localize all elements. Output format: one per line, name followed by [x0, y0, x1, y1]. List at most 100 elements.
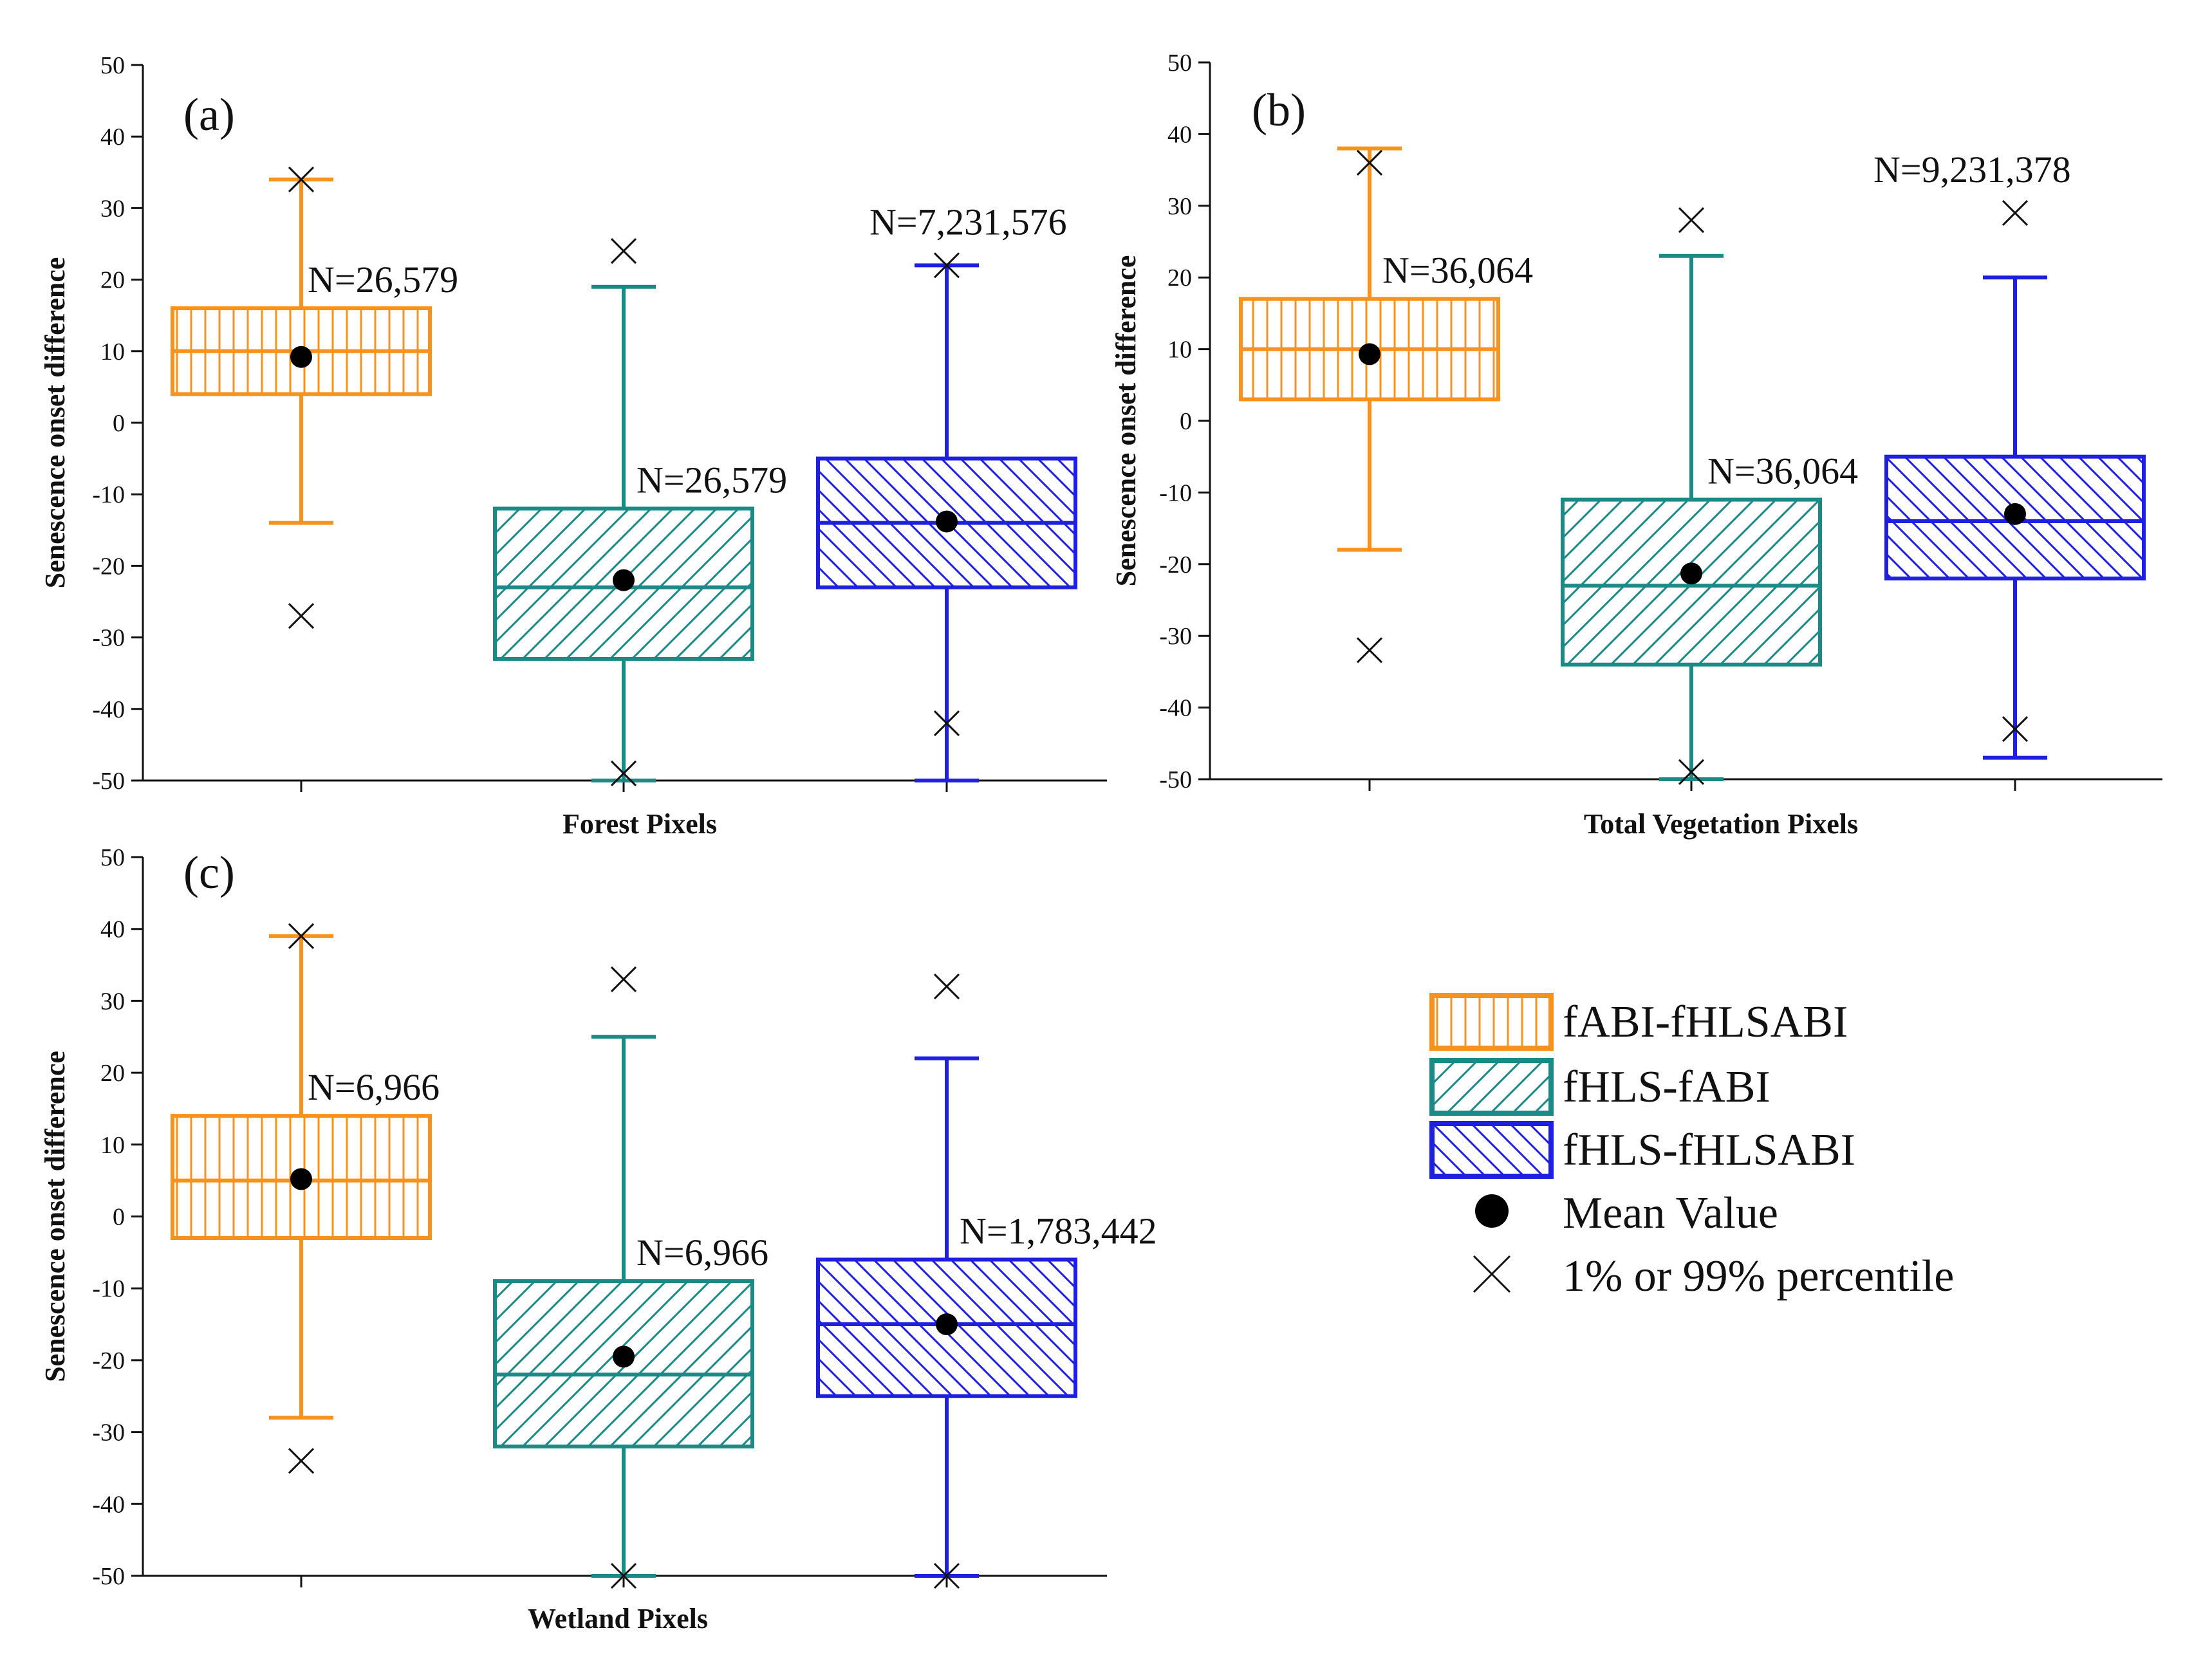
n-label: N=1,783,442 [960, 1210, 1157, 1252]
mean-marker [613, 569, 635, 591]
panel-a: 50 40 30 20 10 0 -10 -20 -30 -40 -50 (a) Forest Pixe… [39, 52, 1107, 840]
mean-marker [290, 1168, 312, 1190]
box-fHLS-fABI: N=26,579 [493, 238, 787, 786]
p1-marker [933, 710, 960, 737]
y-tick-label: -10 [1159, 479, 1192, 506]
panel-tag: (c) [183, 847, 235, 898]
box-fABI-fHLSABI: N=6,966 [171, 923, 440, 1474]
y-tick-label: -40 [92, 1491, 125, 1518]
mean-marker [936, 510, 958, 533]
p99-marker [2002, 199, 2029, 226]
y-tick-label: 30 [1167, 193, 1192, 220]
n-label: N=36,064 [1707, 450, 1858, 492]
mean-marker [290, 346, 312, 368]
y-tick-label: 40 [100, 916, 125, 943]
mean-marker [1359, 343, 1380, 365]
y-tick-label: 40 [1167, 121, 1192, 148]
x-axis-label: Forest Pixels [562, 808, 717, 840]
y-tick-label: -10 [92, 1275, 125, 1302]
box-fHLS-fHLSABI: N=1,783,442 [816, 973, 1157, 1589]
y-tick-label: 10 [1167, 337, 1192, 364]
legend-item: fHLS-fHLSABI [1429, 1121, 1855, 1179]
y-tick-label: 10 [100, 338, 125, 365]
legend-label: fHLS-fHLSABI [1563, 1125, 1855, 1175]
n-label: N=26,579 [308, 259, 458, 300]
y-tick-label: -30 [1159, 623, 1192, 650]
box-fHLS-fABI: N=36,064 [1561, 207, 1858, 785]
y-tick-label: -30 [92, 1419, 125, 1447]
y-tick-label: 30 [100, 195, 125, 222]
box-fHLS-fHLSABI: N=9,231,378 [1873, 149, 2146, 760]
legend: fABI-fHLSABI fHLS-fABI fHLS-fHLSABI Mean Va… [1429, 993, 1954, 1301]
legend-swatch [1429, 1121, 1554, 1179]
mean-marker [2004, 503, 2026, 525]
panel-b: 50 40 30 20 10 0 -10 -20 -30 -40 -50 (b) Total Veget… [1110, 50, 2162, 840]
p1-marker [288, 1448, 315, 1474]
y-tick-label: -20 [92, 1347, 125, 1374]
p1-marker [610, 760, 637, 786]
n-label: N=6,966 [308, 1066, 440, 1108]
y-tick-label: 20 [1167, 264, 1192, 291]
y-tick-label: -40 [92, 696, 125, 723]
y-tick-label: 30 [100, 988, 125, 1015]
y-tick-label: 50 [1167, 50, 1192, 77]
legend-item: fHLS-fABI [1429, 1058, 1771, 1116]
mean-marker [1680, 562, 1702, 585]
y-tick-label: -40 [1159, 695, 1192, 722]
x-axis-label: Wetland Pixels [528, 1603, 708, 1634]
p1-marker [610, 1562, 637, 1589]
y-tick-label: 40 [100, 124, 125, 151]
box-fHLS-fABI: N=6,966 [493, 966, 768, 1589]
y-tick-label: 0 [113, 1204, 125, 1231]
n-label: N=36,064 [1382, 250, 1533, 291]
legend-label: fABI-fHLSABI [1563, 997, 1848, 1047]
legend-dot-icon [1475, 1194, 1509, 1228]
legend-swatch [1429, 993, 1554, 1051]
p99-marker [610, 966, 637, 992]
p99-marker [288, 166, 315, 192]
x-axis-label: Total Vegetation Pixels [1584, 808, 1858, 840]
y-tick-label: -50 [1159, 766, 1192, 793]
y-tick-label: 0 [1180, 408, 1192, 435]
legend-label: Mean Value [1563, 1188, 1778, 1238]
y-tick-label: 20 [100, 1060, 125, 1087]
n-label: N=6,966 [637, 1232, 768, 1273]
box-fHLS-fHLSABI: N=7,231,576 [816, 201, 1077, 782]
legend-item: 1% or 99% percentile [1473, 1252, 1954, 1301]
legend-item: fABI-fHLSABI [1429, 993, 1848, 1051]
y-axis-label: Senescence onset difference [39, 1051, 71, 1382]
panel-c: 50 40 30 20 10 0 -10 -20 -30 -40 -50 (c) Wetland Pix… [39, 844, 1157, 1634]
p99-marker [1678, 207, 1705, 234]
y-tick-label: -20 [1159, 551, 1192, 578]
y-tick-label: -30 [92, 625, 125, 652]
y-tick-label: -50 [92, 1563, 125, 1590]
y-tick-label: -50 [92, 768, 125, 795]
p99-marker [288, 923, 315, 949]
y-tick-label: 10 [100, 1132, 125, 1159]
p1-marker [933, 1562, 960, 1589]
n-label: N=7,231,576 [869, 201, 1067, 243]
panel-tag: (b) [1252, 84, 1306, 136]
box-fABI-fHLSABI: N=36,064 [1239, 146, 1533, 663]
y-tick-label: -10 [92, 481, 125, 508]
panel-tag: (a) [183, 89, 235, 140]
y-tick-label: 0 [113, 410, 125, 437]
y-axis-label: Senescence onset difference [39, 257, 71, 589]
legend-cross-icon [1473, 1255, 1511, 1293]
p99-marker [1356, 149, 1383, 176]
y-tick-label: 50 [100, 844, 125, 871]
p99-marker [933, 252, 960, 279]
y-tick-label: 50 [100, 52, 125, 79]
legend-label: fHLS-fABI [1563, 1062, 1771, 1112]
y-axis-label: Senescence onset difference [1110, 255, 1142, 587]
legend-swatch [1429, 1058, 1554, 1116]
p1-marker [2002, 716, 2029, 743]
mean-marker [613, 1345, 635, 1368]
p1-marker [1678, 759, 1705, 785]
p99-marker [933, 973, 960, 1000]
y-tick-label: 20 [100, 267, 125, 294]
mean-marker [936, 1313, 958, 1336]
y-tick-label: -20 [92, 553, 125, 580]
p1-marker [288, 603, 315, 629]
legend-label: 1% or 99% percentile [1563, 1252, 1954, 1301]
